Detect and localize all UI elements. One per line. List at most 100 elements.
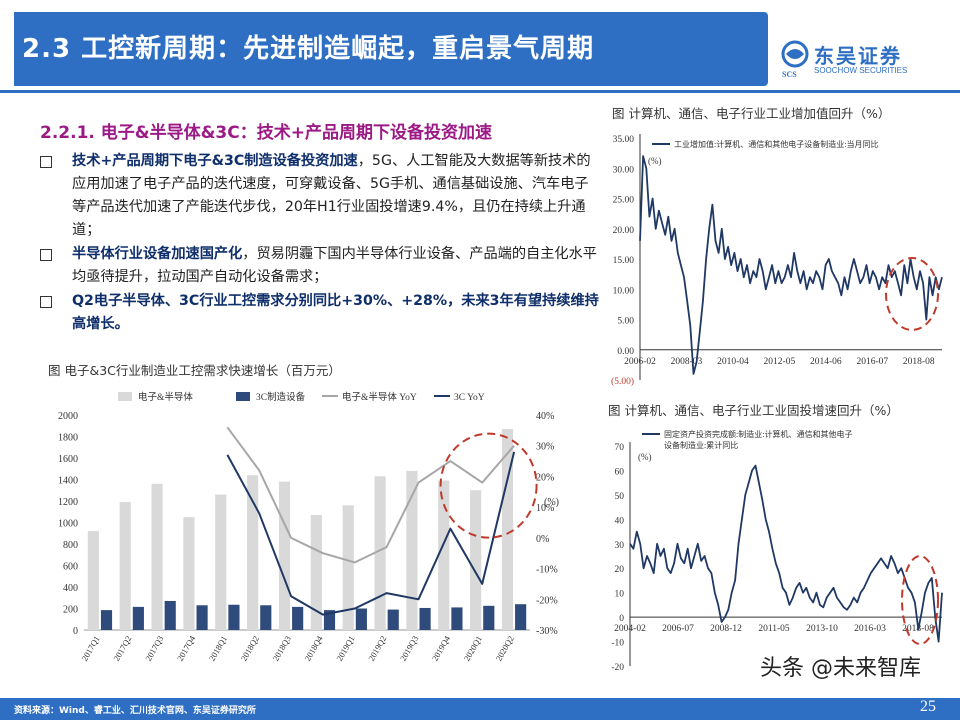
bullet-text: ，5G、人工智能及大数据等新技术的应用加速了电子产品的迭代速度，可穿戴设备、5G…	[72, 153, 591, 238]
x-tick-label: 2018Q1	[207, 634, 229, 663]
x-tick-label: 2017Q4	[175, 633, 198, 662]
title-bar	[14, 12, 768, 86]
checkbox-square-icon	[40, 296, 52, 308]
bar-electronics	[342, 505, 354, 630]
chart-fixed-investment: -20 -10 0 10 20 30 40 50 60 70 2004-02 2006-07 2008-…	[611, 429, 943, 673]
bullet-bold: Q2电子半导体、3C行业工控需求分别同比+30%、+28%，未来3年有望持续维持…	[72, 293, 599, 332]
bar-3c	[260, 605, 272, 630]
highlight-ellipse	[885, 257, 939, 331]
bar-3c	[196, 605, 208, 630]
y-tick-label: 0	[619, 614, 624, 624]
legend-label: 电子&半导体 YoY	[342, 391, 417, 403]
y-tick-label-right: -30%	[536, 626, 558, 637]
series-line	[639, 155, 943, 375]
y-tick-label: 30	[615, 541, 625, 551]
bar-electronics	[151, 483, 163, 630]
y-tick-label-left: 800	[63, 540, 78, 551]
right-axis-unit: (%)	[544, 497, 559, 508]
bar-3c	[483, 605, 495, 630]
bullet-item: Q2电子半导体、3C行业工控需求分别同比+30%、+28%，未来3年有望持续维持…	[40, 290, 600, 336]
x-tick-label: 2019Q3	[398, 634, 420, 663]
y-tick-label-left: 1400	[58, 476, 78, 487]
y-tick-label-left: 1200	[58, 497, 78, 508]
bar-3c	[100, 610, 113, 630]
bar-electronics	[374, 476, 386, 630]
page-number: 25	[920, 698, 936, 715]
y-tick-label-right: 40%	[536, 411, 554, 422]
line-3c-yoy	[226, 451, 516, 616]
footer-bar	[0, 698, 960, 720]
y-tick-label-right: 30%	[536, 442, 554, 453]
chart-title-industrial-control: 图 电子&3C行业制造业工控需求快速增长（百万元）	[48, 363, 341, 378]
bar-3c	[292, 606, 304, 630]
x-tick-label: 2006-07	[662, 624, 694, 634]
watermark: 头条 @未来智库	[760, 650, 921, 682]
x-tick-label: 2020Q2	[493, 634, 515, 663]
x-tick-label: 2017Q1	[79, 634, 101, 663]
y-tick-label: 10.00	[613, 286, 635, 296]
bar-3c	[132, 606, 144, 630]
bar-electronics	[215, 494, 227, 630]
bar-3c	[419, 607, 431, 630]
series-line	[629, 464, 943, 643]
bullet-bold: 技术+产品周期下电子&3C制造设备投资加速	[72, 153, 358, 169]
y-tick-label: 5.00	[617, 317, 634, 327]
y-tick-label-left: 400	[63, 583, 78, 594]
line-electronics-yoy	[226, 426, 515, 564]
y-tick-label-left: 1800	[58, 433, 78, 444]
x-tick-label: 2017Q2	[111, 634, 133, 663]
company-logo: SCS 东吴证券 SOOCHOW SECURITIES	[780, 40, 950, 80]
legend-label: 固定资产投资完成额:制造业:计算机、通信和其他电子	[664, 429, 852, 439]
y-tick-label-right: 0%	[536, 534, 549, 545]
x-tick-label: 2019Q4	[430, 633, 453, 662]
x-tick-label: 2012-05	[764, 357, 796, 367]
bar-3c	[387, 609, 399, 630]
bar-electronics	[310, 514, 322, 630]
y-tick-label-left: 1600	[58, 454, 78, 465]
bar-electronics	[183, 517, 195, 630]
x-tick-label: 2010-04	[717, 357, 749, 367]
bar-electronics	[247, 475, 259, 630]
bullet-list: 技术+产品周期下电子&3C制造设备投资加速，5G、人工智能及大数据等新技术的应用…	[40, 150, 600, 337]
chart-title-fixed-investment: 图 计算机、通信、电子行业工业固投增速回升（%）	[608, 403, 899, 418]
bullet-bold: 半导体行业设备加速国产化	[72, 246, 243, 262]
y-tick-label-right: -10%	[536, 565, 558, 576]
y-tick-label: 40	[615, 516, 625, 526]
header-rule	[0, 90, 960, 93]
bar-electronics	[406, 470, 418, 630]
y-tick-label: 0.00	[617, 347, 634, 357]
x-tick-label: 2008-12	[710, 624, 742, 634]
logo-mark-text: SCS	[782, 70, 797, 79]
chart-value-added: (5.00) 0.00 5.00 10.00 15.00 20.00 25.00 30.00 3…	[611, 134, 943, 387]
y-tick-label: 70	[615, 443, 625, 453]
x-tick-label: 2011-05	[758, 624, 790, 634]
bar-electronics	[470, 490, 482, 630]
y-tick-label-left: 1000	[58, 519, 78, 530]
bar-electronics	[119, 502, 131, 630]
highlight-ellipse	[901, 555, 939, 645]
y-tick-label: 50	[615, 492, 625, 502]
x-tick-label: 2013-10	[806, 624, 838, 634]
watermark-text: 头条 @未来智库	[760, 656, 921, 681]
x-tick-label: 2020Q1	[462, 634, 484, 663]
legend-swatch	[118, 392, 132, 401]
header: 2.3 工控新周期：先进制造崛起，重启景气周期 SCS 东吴证券 SOOCHOW…	[0, 0, 960, 90]
logo-mark-icon: SCS	[781, 40, 809, 79]
unit-label: (%)	[638, 452, 652, 462]
bar-electronics	[87, 531, 99, 630]
y-tick-label: 20	[615, 565, 625, 575]
bullet-text: ，贸易阴霾下国内半导体行业设备、产品端的自主化水平均亟待提升，拉动国产自动化设备…	[72, 246, 597, 285]
highlight-ellipse	[439, 432, 538, 539]
x-tick-label: 2017Q3	[143, 634, 165, 663]
x-tick-label: 2018Q3	[270, 634, 292, 663]
legend-label: 3C制造设备	[256, 391, 306, 403]
legend-label: 工业增加值:计算机、通信和其他电子设备制造业:当月同比	[674, 139, 878, 149]
x-tick-label: 2018Q2	[239, 634, 261, 663]
y-tick-label-left: 600	[63, 562, 78, 573]
x-tick-label: 2018Q4	[302, 633, 325, 662]
y-tick-label: -10	[611, 639, 624, 649]
footer-source: 资料来源：Wind、睿工业、汇川技术官网、东吴证券研究所	[14, 706, 256, 716]
y-tick-label-left: 2000	[58, 411, 78, 422]
bullet-item: 技术+产品周期下电子&3C制造设备投资加速，5G、人工智能及大数据等新技术的应用…	[40, 150, 600, 242]
x-tick-label: 2004-02	[614, 624, 646, 634]
